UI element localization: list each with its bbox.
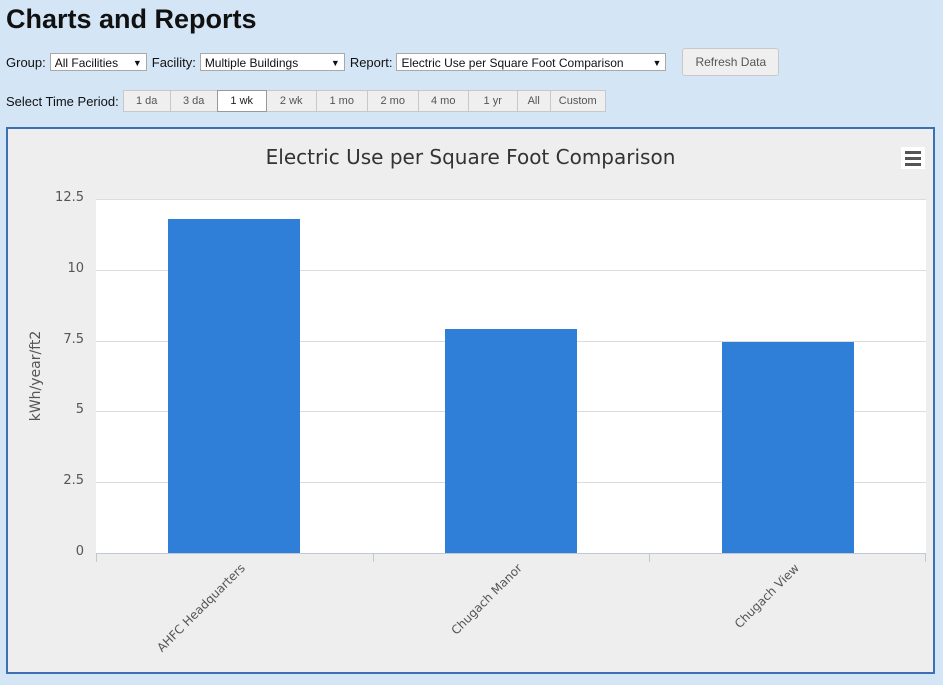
x-tick-label: AHFC Headquarters — [154, 561, 249, 655]
bar[interactable] — [168, 218, 301, 553]
facility-select-value: Multiple Buildings — [204, 56, 299, 70]
x-tick — [925, 553, 926, 562]
chart-title: Electric Use per Square Foot Comparison — [265, 145, 676, 169]
time-period-button[interactable]: 2 wk — [265, 90, 317, 112]
x-axis-line — [96, 553, 926, 554]
time-period-buttons: 1 da 3 da 1 wk 2 wk 1 mo 2 mo 4 mo 1 yr All Custo… — [122, 90, 606, 112]
time-period-button[interactable]: 4 mo — [417, 90, 469, 112]
report-select[interactable]: Electric Use per Square Foot Comparison … — [396, 53, 667, 71]
time-period-button[interactable]: 1 mo — [315, 90, 368, 112]
y-tick-label: 2.5 — [63, 473, 84, 489]
x-tick-label: Chugach Manor — [448, 561, 525, 638]
dropdown-arrow-icon: ▼ — [652, 58, 662, 68]
gridline — [96, 199, 926, 200]
group-label: Group: — [6, 54, 46, 70]
x-tick-label: Chugach View — [731, 561, 802, 632]
x-tick — [96, 553, 97, 562]
x-tick — [372, 553, 374, 562]
time-period-selector: Select Time Period: 1 da 3 da 1 wk 2 wk 1 mo… — [6, 90, 606, 112]
dropdown-arrow-icon: ▼ — [132, 58, 142, 68]
y-tick-label: 5 — [75, 402, 84, 418]
dropdown-arrow-icon: ▼ — [330, 58, 340, 68]
time-period-button[interactable]: 3 da — [169, 90, 218, 112]
time-period-button[interactable]: 1 yr — [467, 90, 518, 112]
plot-area — [96, 199, 926, 553]
group-select[interactable]: All Facilities ▼ — [49, 53, 147, 71]
facility-select[interactable]: Multiple Buildings ▼ — [199, 53, 345, 71]
chart-container: Electric Use per Square Foot Comparison … — [6, 127, 935, 674]
time-period-button[interactable]: 1 da — [122, 90, 171, 112]
bar[interactable] — [445, 329, 577, 553]
bar[interactable] — [721, 342, 854, 553]
y-tick-label: 10 — [67, 260, 84, 276]
gridline — [96, 269, 926, 271]
time-period-label: Select Time Period: — [6, 93, 119, 109]
time-period-button[interactable]: Custom — [549, 90, 606, 112]
report-select-value: Electric Use per Square Foot Comparison — [401, 56, 624, 70]
report-label: Report: — [349, 54, 393, 70]
filter-controls: Group: All Facilities ▼ Facility: Multip… — [6, 48, 780, 76]
y-tick-label: 0 — [75, 544, 84, 559]
time-period-button[interactable]: 1 wk — [216, 90, 267, 112]
y-tick-label: 12.5 — [55, 190, 84, 205]
chart-menu-icon[interactable] — [901, 147, 925, 169]
x-tick — [649, 553, 651, 562]
y-tick-label: 7.5 — [63, 331, 84, 347]
facility-label: Facility: — [151, 54, 196, 70]
group-select-value: All Facilities — [54, 56, 119, 70]
page-title: Charts and Reports — [6, 4, 257, 34]
time-period-button[interactable]: All — [516, 90, 551, 112]
time-period-button[interactable]: 2 mo — [366, 90, 419, 112]
refresh-data-button[interactable]: Refresh Data — [682, 48, 780, 76]
